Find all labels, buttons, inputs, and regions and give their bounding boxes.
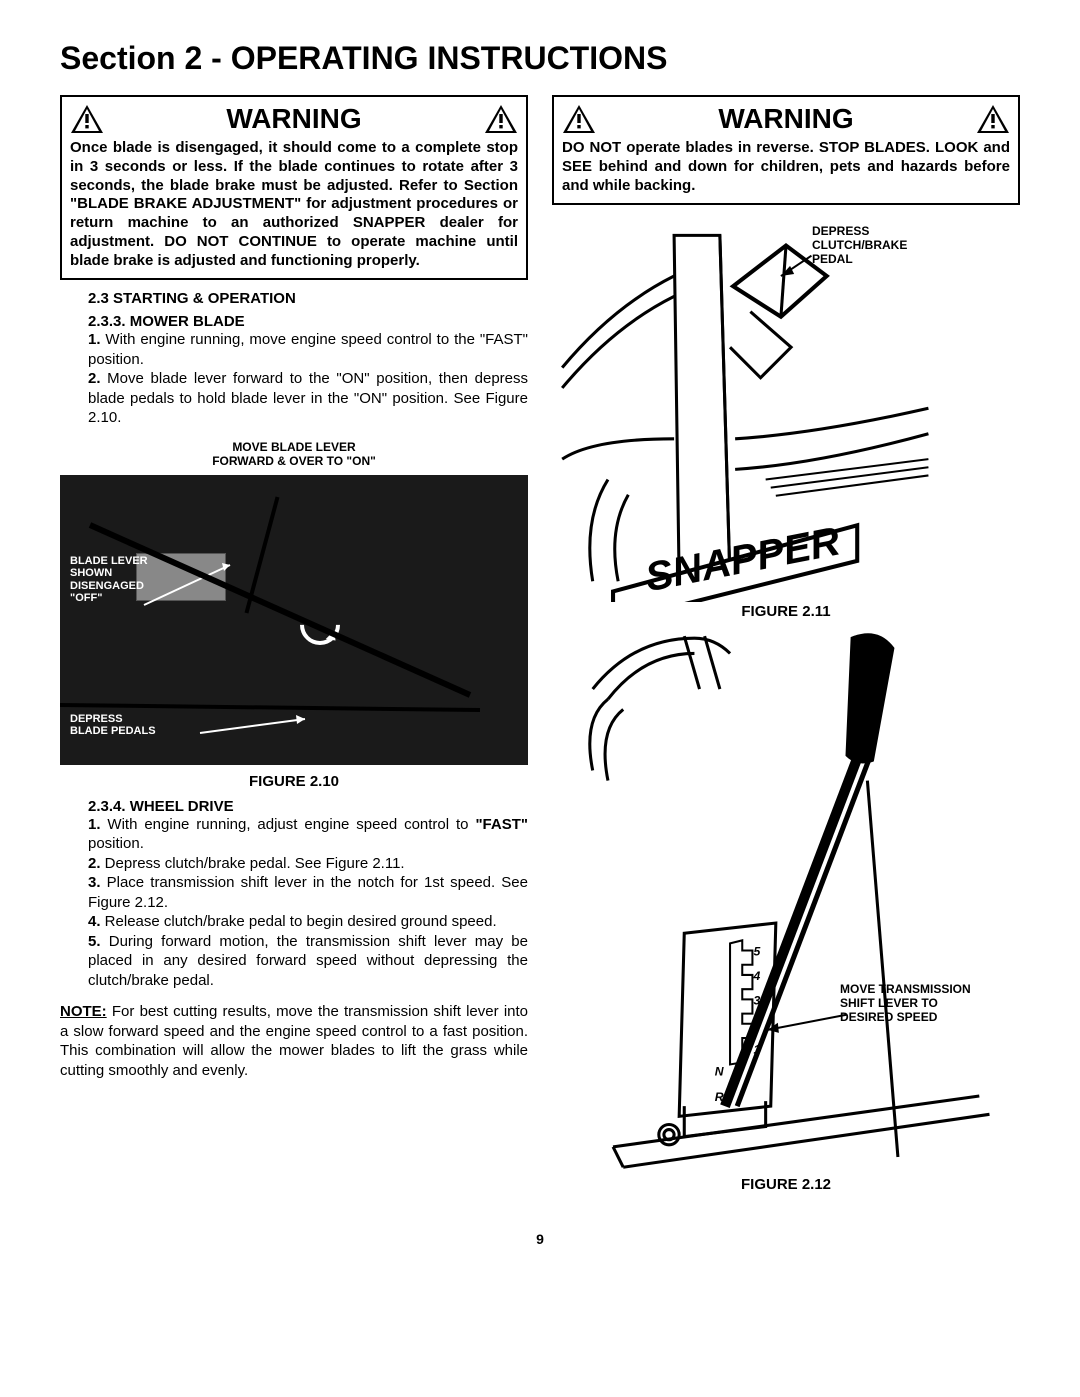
figure-2-12-diagram: 5 4 3 2 1 N R (552, 628, 1020, 1168)
warning-header: WARNING (70, 103, 518, 135)
step-text: During forward motion, the transmission … (88, 933, 528, 989)
fast-bold: "FAST" (475, 816, 528, 833)
warning-title: WARNING (596, 103, 976, 135)
warning-box-right: WARNING DO NOT operate blades in reverse… (552, 95, 1020, 205)
warning-triangle-icon (484, 104, 518, 134)
step-text: Place transmission shift lever in the no… (88, 874, 528, 911)
wheel-step-5: 5. During forward motion, the transmissi… (88, 932, 528, 991)
step-num: 4. (88, 913, 101, 930)
step-text: Depress clutch/brake pedal. See Figure 2… (101, 855, 405, 872)
wheel-step-1: 1. With engine running, adjust engine sp… (88, 815, 528, 854)
svg-text:4: 4 (752, 969, 760, 983)
right-column: WARNING DO NOT operate blades in reverse… (552, 95, 1020, 1201)
left-column: WARNING Once blade is disengaged, it sho… (60, 95, 528, 1201)
fig-2-11-svg: SNAPPER (552, 215, 1020, 602)
step-text: With engine running, adjust engine speed… (101, 816, 476, 833)
fig-2-10-annot-bottom: DEPRESS BLADE PEDALS (70, 713, 156, 738)
section-title: Section 2 - OPERATING INSTRUCTIONS (60, 40, 1020, 77)
figure-2-12-label: FIGURE 2.12 (552, 1176, 1020, 1193)
figure-2-10-label: FIGURE 2.10 (60, 773, 528, 790)
step-num: 5. (88, 933, 101, 950)
two-column-layout: WARNING Once blade is disengaged, it sho… (60, 95, 1020, 1201)
heading-2-3-3: 2.3.3. MOWER BLADE (88, 313, 528, 330)
step-num: 1. (88, 331, 101, 348)
fig-2-12-svg: 5 4 3 2 1 N R (552, 628, 1020, 1177)
figure-2-11-label: FIGURE 2.11 (552, 603, 1020, 620)
warning-body: DO NOT operate blades in reverse. STOP B… (562, 139, 1010, 195)
warning-triangle-icon (562, 104, 596, 134)
step-text: position. (88, 835, 144, 852)
note-label: NOTE: (60, 1003, 107, 1020)
warning-header: WARNING (562, 103, 1010, 135)
warning-triangle-icon (70, 104, 104, 134)
svg-text:N: N (715, 1065, 725, 1079)
svg-text:1: 1 (753, 1043, 760, 1057)
step-num: 2. (88, 370, 101, 387)
svg-text:2: 2 (752, 1018, 760, 1032)
fig-2-10-annot-left: BLADE LEVER SHOWN DISENGAGED "OFF" (70, 555, 148, 606)
warning-body: Once blade is disengaged, it should come… (70, 139, 518, 270)
wheel-step-3: 3. Place transmission shift lever in the… (88, 873, 528, 912)
svg-text:5: 5 (753, 945, 760, 959)
step-num: 3. (88, 874, 101, 891)
figure-2-10-photo: BLADE LEVER SHOWN DISENGAGED "OFF" DEPRE… (60, 475, 528, 765)
warning-box-left: WARNING Once blade is disengaged, it sho… (60, 95, 528, 280)
svg-text:R: R (715, 1090, 724, 1104)
warning-triangle-icon (976, 104, 1010, 134)
mower-step-1: 1. With engine running, move engine spee… (88, 330, 528, 369)
fig-2-11-annot: DEPRESS CLUTCH/BRAKE PEDAL (812, 225, 907, 266)
note-paragraph: NOTE: For best cutting results, move the… (60, 1002, 528, 1080)
step-num: 1. (88, 816, 101, 833)
heading-2-3-4: 2.3.4. WHEEL DRIVE (88, 798, 528, 815)
fig-2-10-top-caption: MOVE BLADE LEVER FORWARD & OVER TO "ON" (60, 440, 528, 469)
fig-2-12-annot: MOVE TRANSMISSION SHIFT LEVER TO DESIRED… (840, 983, 971, 1024)
note-body: For best cutting results, move the trans… (60, 1003, 528, 1079)
wheel-step-2: 2. Depress clutch/brake pedal. See Figur… (88, 854, 528, 874)
svg-text:3: 3 (753, 994, 760, 1008)
warning-title: WARNING (104, 103, 484, 135)
page-number: 9 (60, 1231, 1020, 1247)
mower-step-2: 2. Move blade lever forward to the "ON" … (88, 369, 528, 428)
step-text: Move blade lever forward to the "ON" pos… (88, 370, 528, 426)
heading-2-3: 2.3 STARTING & OPERATION (88, 290, 528, 307)
wheel-step-4: 4. Release clutch/brake pedal to begin d… (88, 912, 528, 932)
figure-2-11-diagram: SNAPPER DEPRESS CLUTCH/BRAKE PEDAL (552, 215, 1020, 595)
step-text: Release clutch/brake pedal to begin desi… (101, 913, 497, 930)
step-num: 2. (88, 855, 101, 872)
step-text: With engine running, move engine speed c… (88, 331, 528, 368)
